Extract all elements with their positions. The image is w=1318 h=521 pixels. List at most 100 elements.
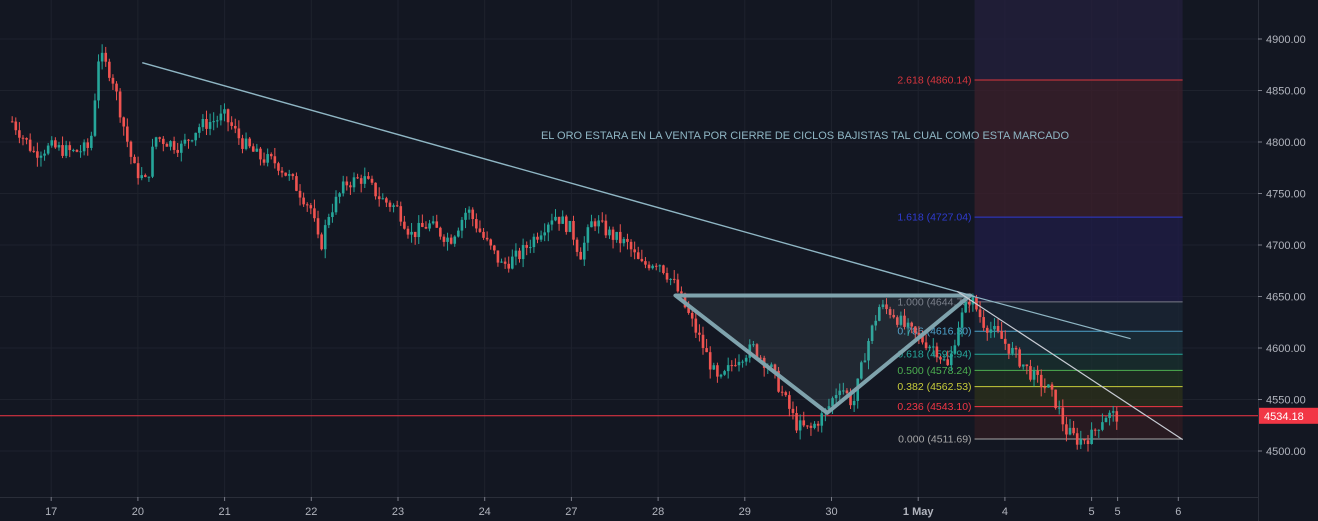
candle-body — [395, 205, 399, 207]
trendline[interactable] — [965, 293, 1131, 340]
time-tick-label: 17 — [45, 506, 57, 518]
candle-body — [72, 149, 75, 151]
price-tick-label: 4700.00 — [1266, 240, 1306, 252]
candle-body — [320, 234, 323, 250]
candle-body — [946, 359, 949, 366]
candle-body — [629, 241, 633, 250]
candle-body — [82, 142, 86, 152]
candle-body — [867, 341, 870, 361]
time-tick-label: 22 — [305, 506, 317, 518]
candle-body — [809, 425, 813, 428]
candle-body — [1003, 338, 1007, 344]
candle-body — [316, 218, 320, 235]
candle-body — [913, 326, 917, 333]
time-tick-label: 30 — [825, 506, 837, 518]
fib-level-label: 1.618 (4727.04) — [897, 212, 971, 224]
candle-body — [291, 174, 295, 177]
trendline[interactable] — [956, 290, 1183, 441]
fib-level-label: 0.618 (4593.94) — [897, 349, 971, 361]
candle-body — [503, 261, 507, 264]
candle-body — [1050, 384, 1054, 390]
candle-body — [100, 52, 104, 62]
candle-body — [363, 176, 367, 184]
candle-body — [356, 177, 359, 179]
candle-body — [421, 222, 424, 227]
candle-body — [439, 227, 442, 237]
candle-body — [662, 265, 665, 274]
candle-body — [690, 312, 694, 319]
candle-body — [298, 190, 302, 198]
candle-body — [582, 242, 586, 260]
candle-body — [1047, 384, 1050, 388]
candle-body — [90, 135, 93, 148]
fib-zone — [974, 370, 1183, 387]
candle-body — [338, 193, 341, 197]
candle-body — [194, 132, 197, 141]
candle-body — [424, 226, 428, 229]
candle-body — [122, 117, 126, 127]
candle-body — [993, 325, 996, 330]
candle-body — [1000, 331, 1003, 339]
candle-body — [978, 309, 982, 318]
candle-body — [953, 345, 957, 354]
candle-body — [413, 231, 417, 238]
candle-body — [726, 365, 730, 372]
candle-body — [449, 237, 453, 244]
candle-body — [1079, 439, 1083, 445]
candle-body — [144, 175, 147, 177]
candle-body — [791, 408, 795, 414]
candle-body — [212, 121, 215, 123]
time-tick-label: 29 — [739, 506, 751, 518]
candle-body — [960, 312, 964, 328]
candle-body — [860, 362, 863, 379]
candle-body — [1108, 412, 1111, 419]
candle-body — [244, 138, 248, 149]
candle-body — [352, 177, 356, 188]
candle-body — [226, 109, 230, 123]
candle-body — [251, 146, 255, 152]
candle-body — [903, 315, 906, 327]
candle-body — [277, 163, 280, 171]
candle-body — [1083, 439, 1086, 441]
candle-body — [392, 205, 395, 207]
candle-body — [539, 235, 543, 240]
candle-body — [622, 238, 626, 244]
candle-body — [831, 398, 834, 407]
candle-body — [518, 250, 521, 260]
candle-body — [600, 220, 604, 222]
candle-body — [154, 137, 158, 147]
candle-body — [896, 317, 899, 325]
candle-body — [701, 334, 705, 349]
candle-body — [309, 205, 313, 209]
candle-body — [1014, 347, 1018, 350]
candle-body — [1093, 429, 1097, 431]
candle-body — [816, 423, 820, 426]
candle-body — [579, 251, 582, 260]
candle-body — [564, 216, 568, 232]
candle-body — [86, 142, 90, 148]
candle-body — [680, 291, 683, 294]
candle-body — [97, 61, 100, 101]
candle-body — [683, 293, 687, 308]
current-price-badge — [1259, 407, 1318, 424]
candle-body — [21, 137, 25, 139]
candle-body — [1029, 366, 1032, 380]
candle-body — [1101, 422, 1104, 430]
candle-body — [737, 361, 741, 366]
triangle-pattern[interactable] — [673, 293, 973, 415]
candle-body — [957, 327, 960, 346]
candle-body — [626, 238, 629, 242]
candle-body — [118, 91, 122, 118]
time-tick-label: 27 — [565, 506, 577, 518]
candle-body — [554, 216, 557, 221]
candle-body — [1007, 343, 1011, 354]
candle-body — [187, 139, 190, 141]
candle-body — [61, 145, 64, 156]
price-tick-label: 4550.00 — [1266, 395, 1306, 407]
candle-body — [514, 250, 518, 257]
candle-body — [1039, 374, 1043, 388]
candle-body — [845, 390, 849, 393]
trendline[interactable] — [142, 62, 975, 298]
candle-body — [939, 357, 942, 360]
